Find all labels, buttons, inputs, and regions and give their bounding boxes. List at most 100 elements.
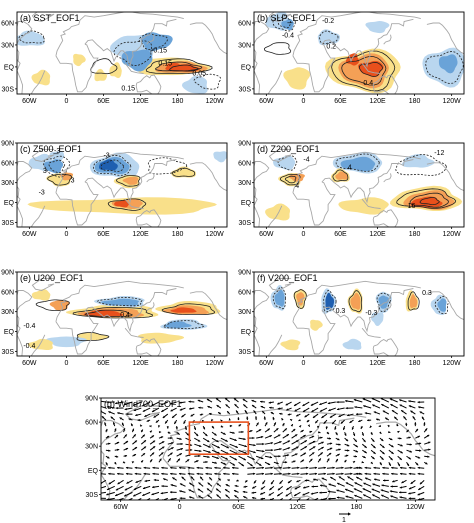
- contour-line: [434, 295, 449, 315]
- contour-line: [72, 306, 153, 319]
- wind-arrowhead: [329, 447, 333, 450]
- wind-arrowhead: [347, 476, 350, 479]
- wind-arrowhead: [352, 461, 356, 464]
- wind-arrowhead: [362, 488, 366, 491]
- wind-arrowhead: [252, 472, 256, 475]
- wind-arrowhead: [187, 472, 191, 476]
- wind-arrowhead: [418, 449, 422, 452]
- panel-title: (c) Z500_EOF1: [20, 144, 82, 154]
- contour-line: [93, 154, 132, 176]
- wind-arrowhead: [287, 480, 291, 484]
- coastline: [84, 288, 177, 333]
- wind-arrowhead: [351, 427, 354, 430]
- anomaly-shading: [31, 289, 51, 301]
- wind-arrowhead: [234, 404, 237, 407]
- x-tick-label: 120E: [132, 360, 149, 367]
- wind-arrowhead: [177, 458, 180, 461]
- wind-arrowhead: [250, 463, 253, 467]
- wind-arrowhead: [277, 493, 280, 497]
- wind-arrowhead: [179, 408, 183, 411]
- y-tick-label: EQ: [88, 468, 99, 475]
- wind-arrowhead: [261, 472, 265, 475]
- anomaly-shading: [325, 292, 335, 310]
- wind-arrowhead: [149, 425, 152, 428]
- panel-title: (d) Z200_EOF1: [257, 144, 320, 154]
- x-tick-label: 60E: [334, 360, 347, 367]
- coastline: [254, 290, 270, 328]
- wind-arrowhead: [385, 417, 388, 420]
- wind-arrowhead: [389, 490, 393, 493]
- wind-arrowhead: [279, 481, 282, 484]
- wind-arrowhead: [234, 438, 237, 441]
- coastline: [135, 338, 162, 356]
- y-tick-label: 30N: [1, 309, 14, 316]
- wind-arrowhead: [336, 489, 339, 492]
- wind-arrowhead: [251, 496, 255, 500]
- wind-arrowhead: [276, 428, 279, 431]
- coastline: [267, 205, 283, 227]
- wind-arrowhead: [391, 466, 394, 469]
- wind-arrowhead: [228, 418, 231, 421]
- wind-arrowhead: [223, 462, 226, 465]
- wind-arrowhead: [363, 439, 366, 443]
- wind-arrowhead: [155, 420, 159, 423]
- wind-arrowhead: [383, 479, 386, 482]
- wind-arrowhead: [332, 466, 335, 469]
- wind-arrowhead: [311, 409, 314, 412]
- x-tick-label: 60W: [22, 231, 37, 238]
- wind-arrowhead: [347, 414, 350, 417]
- coastline: [146, 173, 155, 183]
- wind-arrowhead: [267, 462, 271, 465]
- wind-arrowhead: [183, 421, 186, 424]
- wind-arrowhead: [415, 462, 419, 466]
- wind-arrowhead: [364, 466, 367, 469]
- wind-arrowhead: [304, 415, 307, 418]
- wind-arrowhead: [408, 487, 412, 490]
- wind-arrowhead: [169, 402, 173, 405]
- wind-arrowhead: [301, 459, 304, 462]
- wind-arrowhead: [133, 408, 137, 412]
- wind-arrowhead: [198, 444, 202, 447]
- wind-arrowhead: [253, 481, 257, 484]
- wind-arrowhead: [328, 437, 331, 440]
- wind-arrowhead: [180, 447, 183, 451]
- wind-arrowhead: [302, 403, 305, 406]
- x-tick-label: 120E: [369, 360, 386, 367]
- anomaly-shading: [409, 294, 418, 309]
- wind-arrowhead: [252, 457, 255, 460]
- wind-arrowhead: [181, 476, 184, 479]
- anomaly-shading: [73, 53, 86, 67]
- anomaly-shading: [122, 176, 139, 185]
- contour-label: 0.2: [326, 44, 336, 51]
- x-tick-label: 60W: [113, 504, 128, 511]
- wind-arrowhead: [252, 466, 256, 469]
- wind-arrowhead: [396, 423, 399, 427]
- wind-arrowhead: [181, 415, 184, 418]
- coastline: [55, 43, 99, 93]
- wind-arrowhead: [408, 405, 412, 408]
- coastline: [372, 74, 399, 94]
- wind-arrowhead: [379, 462, 382, 466]
- contour-label: -0.3: [365, 310, 377, 317]
- wind-arrowhead: [269, 456, 273, 459]
- wind-arrowhead: [353, 399, 357, 402]
- wind-arrowhead: [133, 487, 137, 490]
- wind-arrowhead: [200, 476, 203, 479]
- wind-arrowhead: [150, 459, 153, 462]
- wind-arrowhead: [335, 432, 338, 436]
- wind-arrowhead: [124, 402, 127, 406]
- wind-arrowhead: [160, 436, 164, 439]
- wind-arrowhead: [408, 472, 412, 476]
- wind-arrowhead: [310, 492, 314, 495]
- wind-arrowhead: [328, 497, 331, 500]
- coastline: [124, 63, 144, 74]
- y-tick-label: EQ: [241, 64, 252, 71]
- wind-arrowhead: [223, 472, 226, 476]
- wind-arrowhead: [371, 488, 375, 491]
- wind-arrowhead: [165, 421, 168, 424]
- wind-arrowhead: [128, 418, 131, 421]
- map-frame: [16, 11, 228, 95]
- contour-label: 0.15: [121, 85, 135, 92]
- wind-arrowhead: [371, 398, 375, 401]
- wind-arrowhead: [419, 481, 423, 485]
